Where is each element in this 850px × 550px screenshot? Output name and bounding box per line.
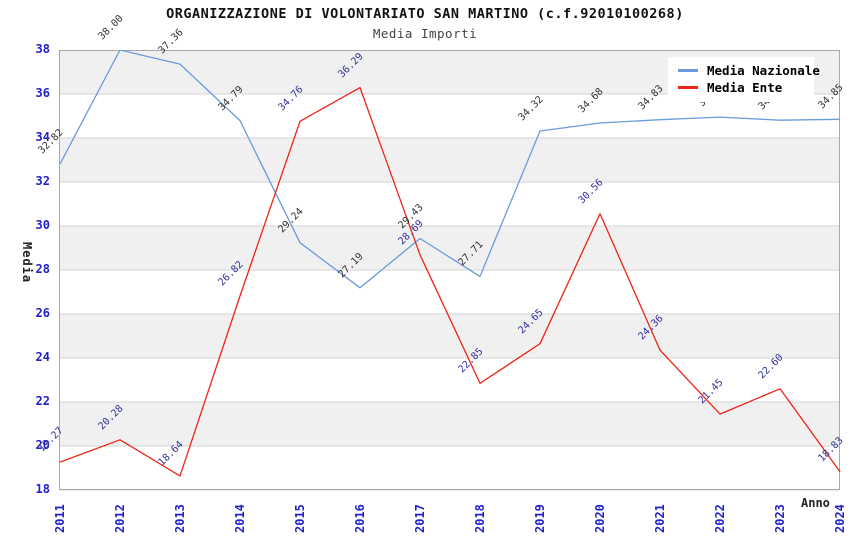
y-tick-label: 28 — [35, 262, 50, 276]
y-tick-label: 22 — [35, 394, 50, 408]
y-axis-title: Media — [20, 242, 34, 284]
x-tick-label: 2020 — [593, 504, 607, 533]
x-tick-label: 2019 — [533, 504, 547, 533]
x-tick-label: 2021 — [653, 504, 667, 533]
x-tick-label: 2013 — [173, 504, 187, 533]
x-tick-label: 2018 — [473, 504, 487, 533]
legend-swatch — [678, 69, 698, 72]
x-axis-title: Anno — [801, 496, 830, 510]
y-tick-label: 20 — [35, 438, 50, 452]
x-tick-label: 2011 — [53, 504, 67, 533]
x-tick-label: 2023 — [773, 504, 787, 533]
y-tick-label: 30 — [35, 218, 50, 232]
x-tick-label: 2015 — [293, 504, 307, 533]
x-tick-label: 2014 — [233, 504, 247, 533]
legend: Media Nazionale Media Ente — [668, 57, 820, 102]
x-tick-label: 2016 — [353, 504, 367, 533]
chart-title: ORGANIZZAZIONE DI VOLONTARIATO SAN MARTI… — [166, 6, 684, 22]
line-media-ente — [59, 86, 841, 477]
y-tick-label: 38 — [35, 42, 50, 56]
y-tick-label: 32 — [35, 174, 50, 188]
legend-item-media-ente: Media Ente — [678, 79, 810, 96]
legend-swatch — [678, 86, 698, 89]
x-tick-label: 2024 — [833, 504, 847, 533]
x-tick-label: 2022 — [713, 504, 727, 533]
legend-label: Media Nazionale — [707, 63, 820, 78]
y-tick-label: 24 — [35, 350, 50, 364]
chart-subtitle: Media Importi — [372, 26, 478, 41]
y-tick-label: 18 — [35, 482, 50, 496]
y-tick-label: 36 — [35, 86, 50, 100]
x-tick-label: 2012 — [113, 504, 127, 533]
legend-item-media-nazionale: Media Nazionale — [678, 62, 820, 79]
y-tick-label: 26 — [35, 306, 50, 320]
x-tick-label: 2017 — [413, 504, 427, 533]
y-tick-label: 34 — [35, 130, 50, 144]
plot-area — [59, 50, 841, 491]
legend-label: Media Ente — [707, 80, 783, 95]
line-media-nazionale — [59, 50, 841, 289]
